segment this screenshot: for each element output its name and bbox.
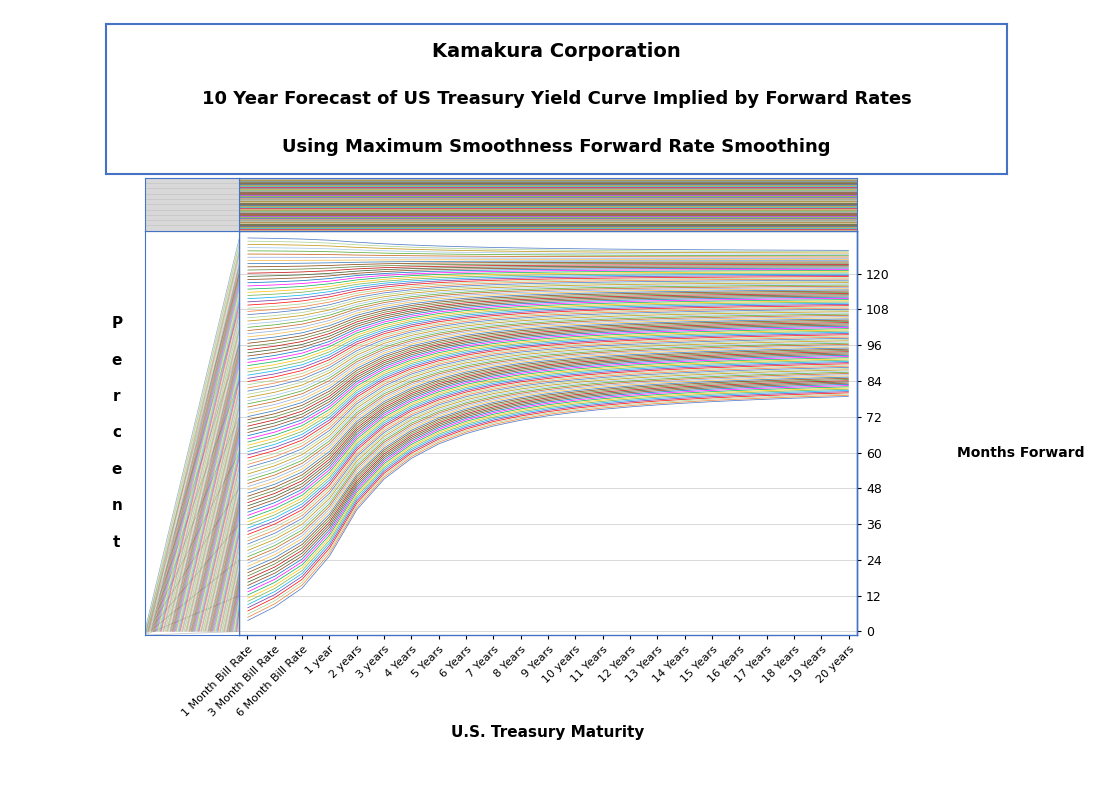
Text: e: e [111,353,122,367]
Text: e: e [111,462,122,477]
Text: c: c [112,426,121,440]
Text: Months Forward: Months Forward [957,446,1085,460]
Text: P: P [111,316,122,331]
Text: 10 Year Forecast of US Treasury Yield Curve Implied by Forward Rates: 10 Year Forecast of US Treasury Yield Cu… [201,90,912,108]
Text: U.S. Treasury Maturity: U.S. Treasury Maturity [452,725,644,739]
Text: Using Maximum Smoothness Forward Rate Smoothing: Using Maximum Smoothness Forward Rate Sm… [283,138,830,156]
Text: t: t [114,535,120,549]
Text: n: n [111,498,122,513]
Text: r: r [114,389,120,404]
Text: Kamakura Corporation: Kamakura Corporation [432,42,681,61]
